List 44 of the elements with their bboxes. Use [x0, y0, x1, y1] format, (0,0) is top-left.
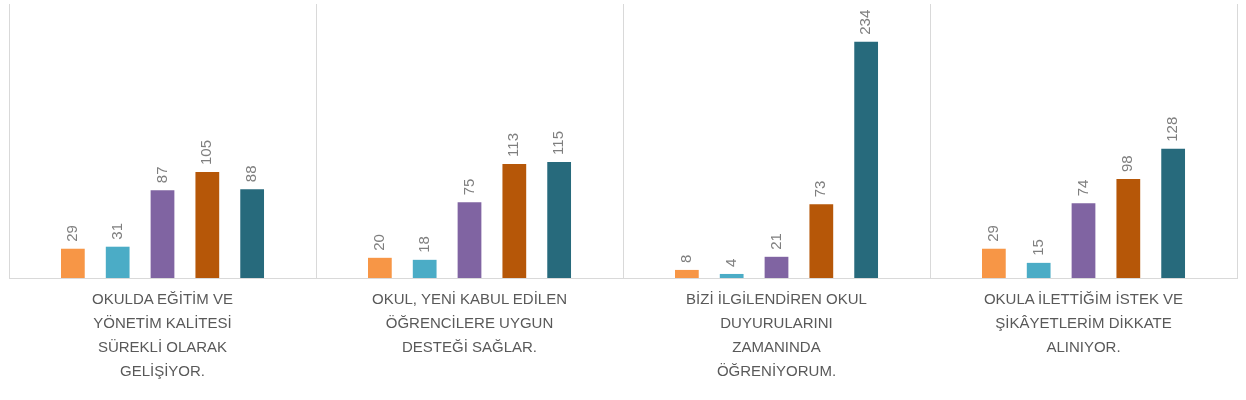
- data-label: 8: [677, 254, 694, 263]
- data-label: 234: [856, 9, 874, 35]
- bar: [502, 163, 527, 278]
- bar: [674, 269, 699, 278]
- data-label: 4: [721, 258, 739, 267]
- x-tick-label: OKUL, YENİ KABUL EDİLEN ÖĞRENCİLERE UYGUN DESTEĞİ SAĞLAR.: [371, 290, 568, 356]
- data-label: 29: [984, 225, 1001, 242]
- x-tick-label: OKULA İLETTİĞİM İSTEK VE ŞİKÂYETLERİM DİKKATE ALINIYOR.: [983, 290, 1184, 356]
- bar: [457, 202, 482, 278]
- bar: [195, 172, 220, 278]
- data-label: 115: [549, 130, 567, 155]
- data-label: 20: [370, 234, 387, 251]
- bar: [854, 41, 879, 278]
- bar: [764, 256, 789, 278]
- bar: [981, 248, 1006, 278]
- data-label: 128: [1163, 116, 1181, 142]
- data-label: 113: [504, 133, 522, 157]
- bar: [809, 204, 834, 278]
- bar: [547, 161, 572, 278]
- data-label: 31: [107, 223, 125, 240]
- bar: [150, 190, 175, 278]
- data-label: 98: [1118, 155, 1136, 173]
- bar: [1116, 179, 1141, 278]
- bar: [240, 189, 265, 278]
- bar: [60, 248, 85, 278]
- data-label: 88: [242, 165, 260, 183]
- bar: [412, 259, 437, 278]
- data-label: 87: [152, 166, 170, 184]
- data-label: 105: [197, 139, 215, 166]
- x-tick-label: BİZİ İLGİLENDİREN OKUL DUYURULARINI ZAMANINDA ÖĞRENİYORUM.: [686, 290, 867, 380]
- bar: [719, 273, 744, 278]
- data-label: 18: [414, 236, 432, 253]
- data-label: 21: [766, 233, 784, 250]
- data-label: 73: [811, 180, 829, 198]
- data-label: 74: [1073, 179, 1091, 197]
- data-label: 29: [63, 225, 80, 242]
- bar: [1161, 148, 1186, 278]
- bar: [1071, 203, 1096, 278]
- bar: [105, 246, 130, 278]
- x-tick-label: OKULDA EĞİTİM VE YÖNETİM KALİTESİ SÜREKLİ OLARAK GELİŞİYOR.: [92, 290, 233, 380]
- data-label: 75: [459, 178, 477, 196]
- bar: [1026, 262, 1051, 278]
- data-label: 15: [1028, 239, 1046, 256]
- bar: [367, 257, 392, 278]
